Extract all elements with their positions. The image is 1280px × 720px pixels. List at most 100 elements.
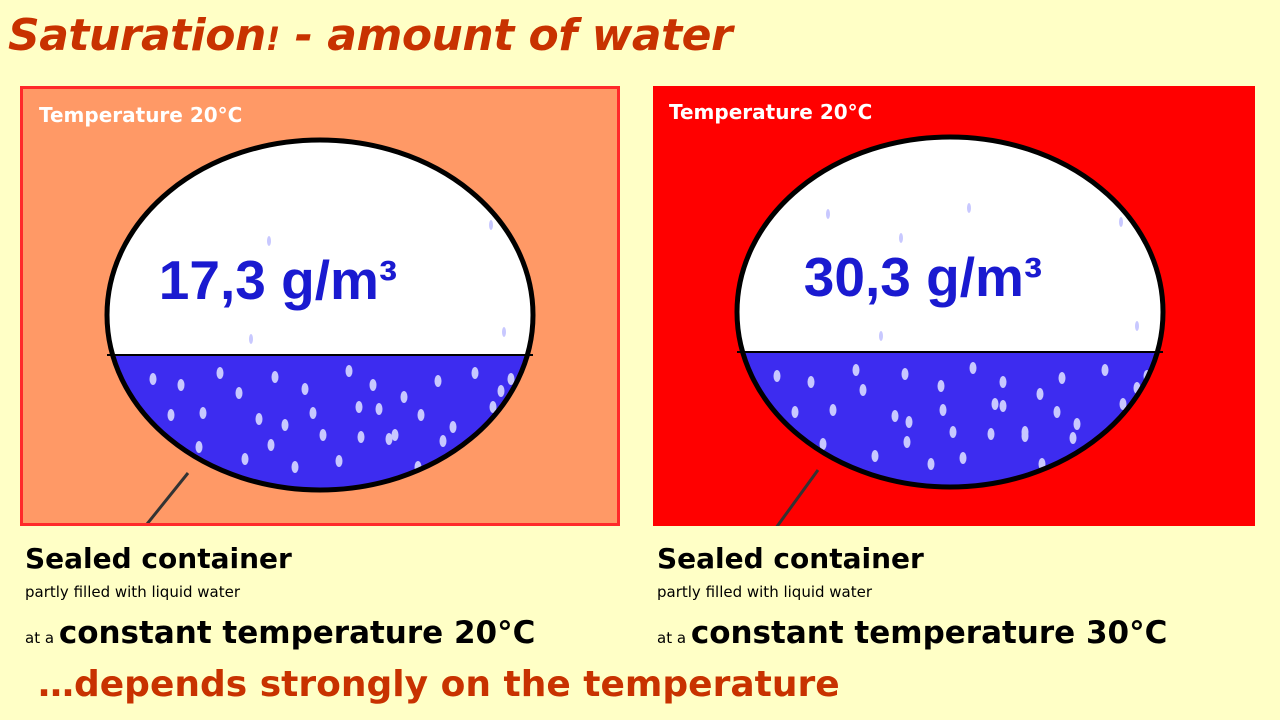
caption-temperature-line: at a constant temperature 20°C bbox=[25, 612, 535, 659]
molecule-dot bbox=[937, 380, 945, 392]
molecule-dot bbox=[355, 401, 363, 413]
caption-prefix: at a bbox=[657, 629, 691, 647]
molecule-dot bbox=[449, 421, 457, 433]
molecule-dot bbox=[271, 371, 279, 383]
caption-temperature: constant temperature 30°C bbox=[690, 615, 1168, 651]
molecule-dot bbox=[309, 407, 317, 419]
molecule-dot bbox=[879, 331, 883, 341]
molecule-dot bbox=[829, 404, 837, 416]
molecule-dot bbox=[434, 375, 442, 387]
molecule-dot bbox=[905, 416, 913, 428]
temperature-label: Temperature 20°C bbox=[39, 103, 243, 127]
molecule-dot bbox=[167, 409, 175, 421]
molecule-dot bbox=[859, 384, 867, 396]
molecule-dot bbox=[899, 233, 903, 243]
container-outline bbox=[104, 137, 536, 493]
molecule-dot bbox=[959, 452, 967, 464]
molecule-dot bbox=[177, 379, 185, 391]
molecule-dot bbox=[149, 435, 157, 447]
liquid-water bbox=[737, 352, 1163, 487]
molecule-dot bbox=[439, 435, 447, 447]
title-text: Saturation bbox=[8, 10, 266, 61]
molecule-dot bbox=[291, 461, 299, 473]
molecule-dot bbox=[489, 401, 497, 413]
molecule-dot bbox=[235, 387, 243, 399]
molecule-dot bbox=[385, 433, 393, 445]
molecule-dot bbox=[267, 439, 275, 451]
molecule-dot bbox=[267, 236, 271, 246]
molecule-dot bbox=[819, 438, 827, 450]
molecule-dot bbox=[319, 429, 327, 441]
molecule-dot bbox=[967, 203, 971, 213]
title-subtitle: - amount of water bbox=[279, 10, 733, 61]
molecule-dot bbox=[357, 431, 365, 443]
molecule-dot bbox=[807, 376, 815, 388]
pointer-line bbox=[145, 472, 190, 523]
caption-heading: Sealed container bbox=[657, 542, 924, 575]
molecule-dot bbox=[255, 413, 263, 425]
molecule-dot bbox=[891, 410, 899, 422]
molecule-dot bbox=[773, 370, 781, 382]
molecule-dot bbox=[502, 327, 506, 337]
molecule-dot bbox=[469, 451, 477, 463]
panel-30c: 30,3 g/m³ Temperature 20°C bbox=[653, 86, 1255, 526]
caption-20c: Sealed container partly filled with liqu… bbox=[25, 540, 535, 659]
molecule-dot bbox=[871, 450, 879, 462]
molecule-dot bbox=[489, 220, 493, 230]
molecule-dot bbox=[195, 441, 203, 453]
molecule-dot bbox=[507, 373, 515, 385]
molecule-dot bbox=[999, 376, 1007, 388]
concentration-value: 17,3 g/m³ bbox=[159, 249, 397, 311]
footer-statement: …depends strongly on the temperature bbox=[38, 664, 840, 705]
sealed-container-illustration-30c: 30,3 g/m³ bbox=[734, 134, 1166, 526]
molecule-dot bbox=[417, 409, 425, 421]
molecule-dot bbox=[773, 432, 781, 444]
caption-temperature: constant temperature 20°C bbox=[58, 615, 536, 651]
molecule-dot bbox=[1053, 406, 1061, 418]
molecule-dot bbox=[927, 458, 935, 470]
molecule-dot bbox=[826, 209, 830, 219]
molecule-dot bbox=[903, 436, 911, 448]
molecule-dot bbox=[199, 407, 207, 419]
molecule-dot bbox=[1135, 321, 1139, 331]
molecule-dot bbox=[791, 406, 799, 418]
molecule-dot bbox=[281, 419, 289, 431]
pointer-line bbox=[775, 469, 820, 526]
molecule-dot bbox=[1036, 388, 1044, 400]
caption-heading: Sealed container bbox=[25, 542, 292, 575]
caption-temperature-line: at a constant temperature 30°C bbox=[657, 612, 1167, 659]
concentration-value: 30,3 g/m³ bbox=[804, 246, 1042, 308]
molecule-dot bbox=[216, 367, 224, 379]
molecule-dot bbox=[999, 400, 1007, 412]
molecule-dot bbox=[400, 391, 408, 403]
vapor-molecules bbox=[249, 220, 506, 344]
molecule-dot bbox=[375, 403, 383, 415]
molecule-dot bbox=[1101, 364, 1109, 376]
molecule-dot bbox=[1119, 217, 1123, 227]
temperature-label: Temperature 20°C bbox=[669, 100, 873, 124]
molecule-dot bbox=[149, 373, 157, 385]
caption-subtext: partly filled with liquid water bbox=[657, 583, 873, 601]
caption-30c: Sealed container partly filled with liqu… bbox=[657, 540, 1167, 659]
molecule-dot bbox=[1073, 418, 1081, 430]
molecule-dot bbox=[369, 379, 377, 391]
molecule-dot bbox=[497, 385, 505, 397]
molecule-dot bbox=[969, 362, 977, 374]
molecule-dot bbox=[1021, 430, 1029, 442]
caption-prefix: at a bbox=[25, 629, 59, 647]
slide-title: Saturation! - amount of water bbox=[8, 10, 733, 61]
panel-20c: 17,3 g/m³ Temperature 20°C bbox=[20, 86, 620, 526]
molecule-dot bbox=[939, 404, 947, 416]
molecule-dot bbox=[1105, 448, 1113, 460]
molecule-dot bbox=[991, 398, 999, 410]
molecule-dot bbox=[249, 334, 253, 344]
container-outline bbox=[734, 134, 1166, 490]
sealed-container-illustration-20c: 17,3 g/m³ bbox=[104, 137, 536, 523]
molecule-dot bbox=[1058, 372, 1066, 384]
molecule-dot bbox=[335, 455, 343, 467]
molecule-dot bbox=[471, 367, 479, 379]
molecule-dot bbox=[1069, 432, 1077, 444]
molecule-dot bbox=[1119, 398, 1127, 410]
molecule-dot bbox=[241, 453, 249, 465]
molecule-dot bbox=[301, 383, 309, 395]
